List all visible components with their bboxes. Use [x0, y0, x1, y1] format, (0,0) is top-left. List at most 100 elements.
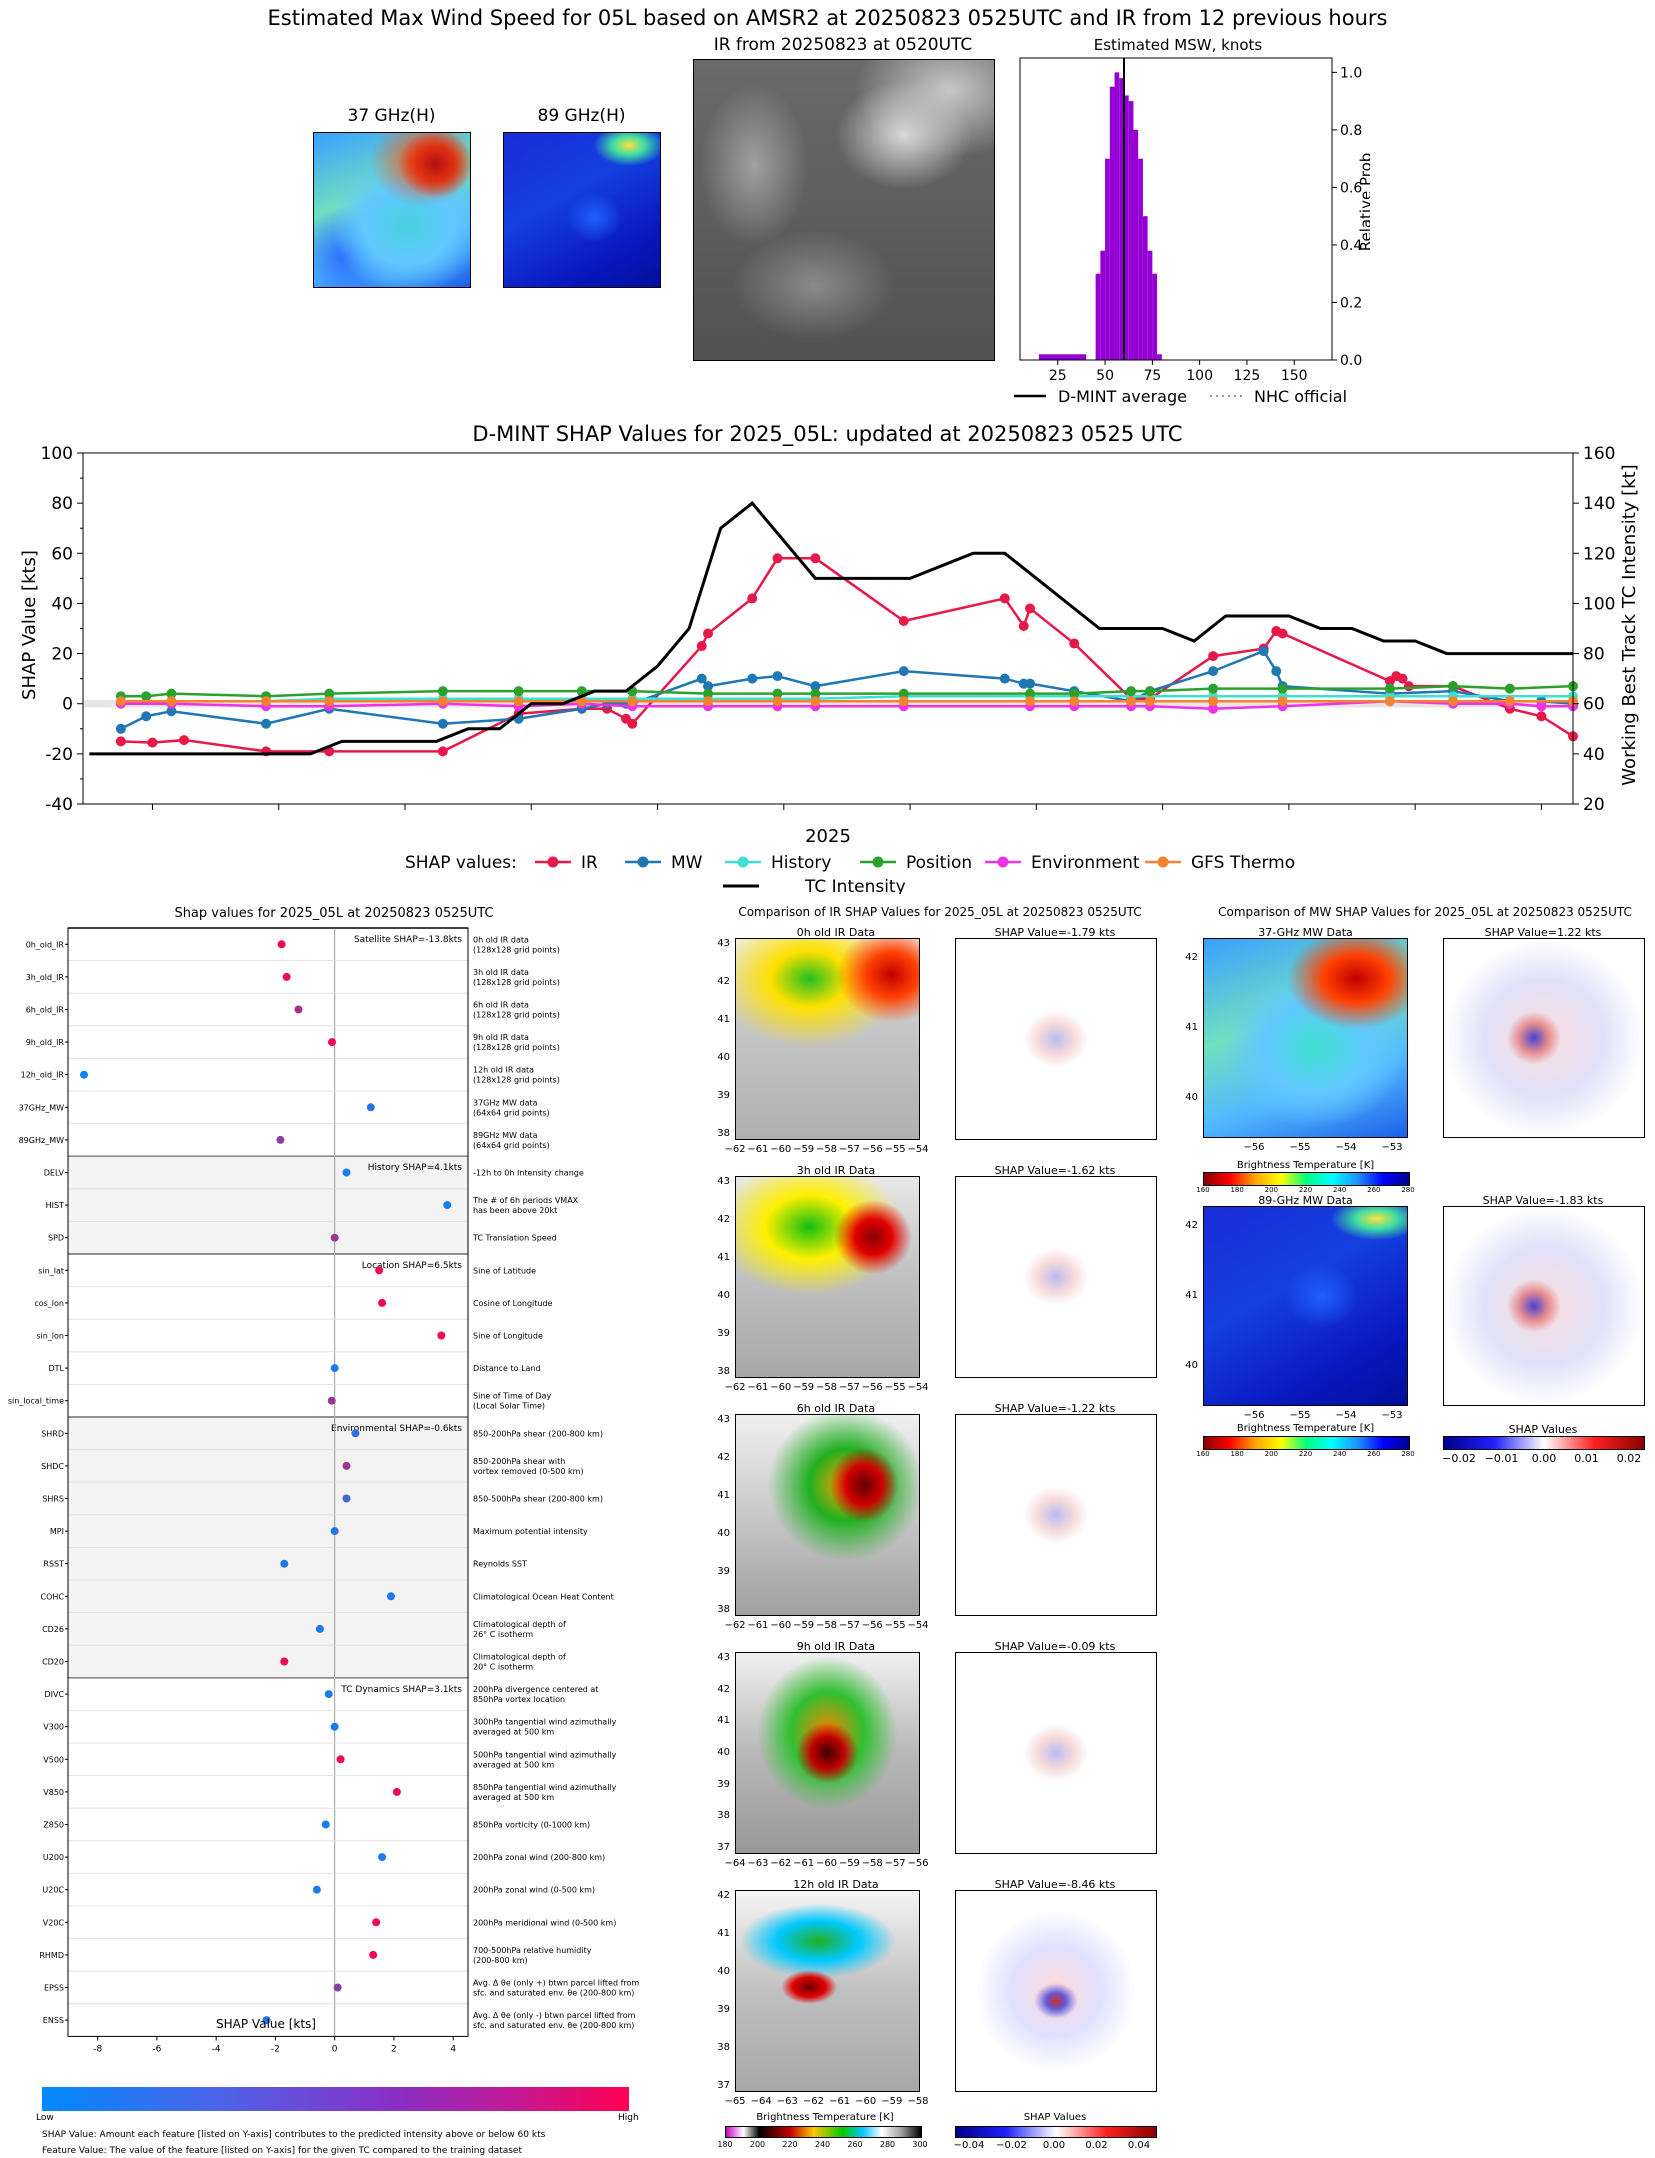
ir-row-ytick: 38: [717, 1604, 730, 1615]
ts-ytick-right-label: 40: [1583, 745, 1605, 765]
mw-row-label: 89-GHz MW Data: [1258, 1194, 1353, 1207]
ts-series-point: [115, 696, 126, 707]
ts-series-point: [513, 686, 524, 697]
ts-ytick-left-label: 100: [41, 445, 73, 464]
mw-row-ytick: 41: [1185, 1022, 1198, 1033]
ir-row-ytick: 39: [717, 1090, 730, 1101]
shapbar-point: [342, 1494, 351, 1503]
ts-ytick-right-label: 60: [1583, 695, 1605, 715]
shapbar-point: [342, 1168, 351, 1177]
hist-plot-area: 25 50 75 100 125 150 0.0 0.2 0.4 0.6 0.8 1.0: [1019, 57, 1362, 384]
ir-row-xtick: −58: [815, 1144, 838, 1155]
mw-sv-tick: −0.02: [1442, 1452, 1476, 1465]
ir-row-xtick: −61: [793, 1858, 815, 1869]
shapbar-description: sfc. and saturated env. θe (200-800 km): [473, 2021, 634, 2030]
mw-row-shap-title: SHAP Value=1.22 kts: [1484, 926, 1602, 939]
ir-bt-tick: 240: [814, 2140, 831, 2149]
ir-row-xtick: −58: [861, 1858, 883, 1869]
shapbar-feature-label: V500: [43, 1755, 64, 1764]
shapbar-description: The # of 6h periods VMAX: [472, 1196, 579, 1205]
hist-bar: [1124, 95, 1129, 360]
ir-sv-colorbar: [955, 2126, 1157, 2138]
ir-row-xtick: −56: [861, 1382, 883, 1393]
shapbar-feature-label: V850: [43, 1788, 64, 1797]
mw-bt-tick: 280: [1401, 1186, 1415, 1194]
ir-row-xtick: −56: [861, 1620, 883, 1631]
shapbar-point: [315, 1624, 324, 1633]
mw-row-shap-image: [1443, 938, 1645, 1138]
ir-row-xtick: −57: [838, 1144, 860, 1155]
ts-series-point: [1069, 638, 1080, 649]
ir-row-xtick: −62: [724, 1620, 746, 1631]
ts-series-point: [1208, 696, 1219, 707]
ts-series-point: [696, 673, 707, 684]
ts-series-point: [1025, 603, 1036, 614]
ir-row-ytick: 37: [717, 2080, 730, 2091]
ts-series-point: [437, 746, 448, 757]
ir-row-ytick: 41: [717, 1928, 730, 1939]
ir-row-ytick: 38: [717, 1128, 730, 1139]
ir-row-xtick: −60: [855, 2096, 877, 2107]
legend-label: History: [771, 853, 831, 873]
shapbar-description: Cosine of Longitude: [473, 1299, 553, 1308]
shapbar-xlabel: SHAP Value [kts]: [216, 2017, 316, 2031]
ts-series-point: [1277, 628, 1288, 639]
ts-series-point: [1384, 683, 1395, 694]
shapbar-group-label: Satellite SHAP=-13.8kts: [354, 935, 462, 945]
ir-row-shap-image: [955, 1652, 1157, 1854]
ir-row-xtick: −62: [724, 1144, 746, 1155]
shapbar-point: [80, 1070, 88, 1079]
ir-row-shap-title: SHAP Value=-0.09 kts: [994, 1640, 1116, 1653]
ir-row-ytick: 39: [717, 1566, 730, 1577]
ir-row-xtick: −55: [884, 1144, 906, 1155]
ir-row-label: 0h old IR Data: [796, 926, 876, 939]
ir-row-ytick: 41: [717, 1490, 730, 1501]
ir-row-xtick: −55: [884, 1620, 906, 1631]
shapbar-description: 200hPa divergence centered at: [473, 1685, 598, 1694]
ts-ytick-left-label: 20: [51, 645, 73, 665]
shapbar-description: Climatological Ocean Heat Content: [473, 1592, 614, 1601]
shapbar-xtick-label: 0: [332, 2044, 338, 2054]
ir-row-xtick: −59: [793, 1144, 815, 1155]
hist-bar: [1038, 354, 1087, 360]
shapbar-point: [294, 1005, 303, 1014]
shapbar-feature-label: sin_lat: [38, 1266, 64, 1275]
hist-frame: [1019, 57, 1333, 361]
shapbar-feature-label: V20C: [43, 1918, 65, 1927]
mw-bt-tick: 240: [1332, 1450, 1347, 1458]
shap-ts-chart: -40-200204060801002040608010012014016008…: [19, 445, 1640, 815]
shapbar-description: 12h old IR data: [473, 1066, 534, 1075]
ir-row-ytick: 39: [717, 1778, 730, 1790]
ir-row-image: [735, 1414, 920, 1616]
ir-row-shap-title: SHAP Value=-1.62 kts: [994, 1164, 1116, 1177]
mw-row-label: 37-GHz MW Data: [1258, 926, 1353, 939]
ts-series-point: [179, 735, 190, 746]
shapbar-description: Avg. Δ θe (only -) btwn parcel lifted fr…: [473, 2011, 636, 2020]
hist-bar: [1095, 273, 1101, 360]
ts-ytick-left-label: 80: [51, 494, 73, 514]
ts-ytick-left-label: 40: [51, 594, 73, 614]
mw-row-ytick: 40: [1185, 1360, 1198, 1371]
mw-sv-tick: −0.01: [1484, 1452, 1519, 1465]
legend-marker: [872, 856, 884, 868]
ts-series-point: [1144, 696, 1155, 707]
ts-series-point: [1208, 666, 1219, 677]
shapbar-point: [330, 1722, 339, 1731]
shapbar-description: (200-800 km): [473, 1956, 528, 1965]
hist-ytick-label: 0.4: [1340, 238, 1362, 254]
shapbar-chart: Satellite SHAP=-13.8kts History SHAP=4.1k…: [8, 927, 639, 2054]
mw-sv-tick: 0.02: [1616, 1452, 1642, 1465]
ir-bt-tick: 280: [879, 2140, 896, 2149]
ts-series-point: [810, 681, 821, 692]
ts-series-point: [1277, 696, 1288, 707]
ts-series-point: [1258, 646, 1269, 657]
ir-row-ytick: 42: [717, 1452, 730, 1463]
shapbar-description: Reynolds SST: [473, 1560, 527, 1569]
ir-row-ytick: 41: [717, 1715, 730, 1727]
shapbar-description: (128x128 grid points): [473, 1043, 560, 1052]
ts-series-point: [1208, 651, 1219, 662]
shapbar-point: [378, 1853, 387, 1862]
legend-items: IR MW History Position Environment GFS Thermo…: [535, 853, 1295, 894]
ir-row-xtick: −57: [838, 1620, 860, 1631]
shapbar-point: [276, 1135, 285, 1144]
